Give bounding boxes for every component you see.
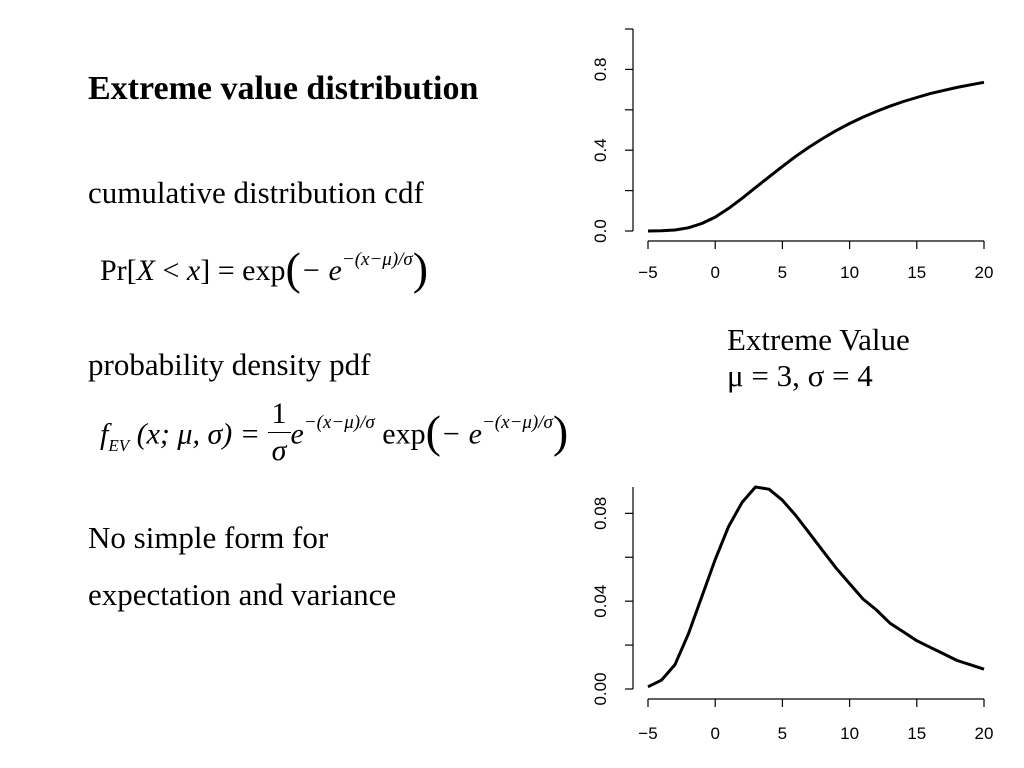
cdf-x-tick-label: 15 <box>907 263 926 282</box>
cdf-neg-e: − e <box>300 254 342 287</box>
cdf-pr: Pr[ <box>100 254 137 287</box>
cdf-label: cumulative distribution cdf <box>88 175 424 210</box>
cdf-formula: Pr[X < x] = exp(− e−(x−μ)/σ) <box>100 238 429 294</box>
pdf-x-tick-label: 5 <box>778 724 787 743</box>
cdf-var-X: X <box>136 254 155 287</box>
pdf-close-paren: ) <box>552 406 569 458</box>
pdf-label: probability density pdf <box>88 347 371 382</box>
legend-params: μ = 3, σ = 4 <box>727 358 873 393</box>
cdf-x-tick-label: 0 <box>710 263 719 282</box>
pdf-e: e <box>290 417 304 451</box>
pdf-subscript: EV <box>108 436 130 456</box>
pdf-exp: exp <box>382 417 426 451</box>
pdf-neg-e: − e <box>440 417 482 451</box>
cdf-var-x: x <box>186 254 201 287</box>
pdf-y-tick-label: 0.00 <box>591 672 610 705</box>
pdf-numerator: 1 <box>267 396 291 433</box>
pdf-formula: fEV (x; μ, σ) = 1 σ e−(x−μ)/σ exp(− e−(x−μ… <box>100 397 569 473</box>
cdf-y-tick-label: 0.0 <box>591 219 610 243</box>
pdf-x-tick-label: 10 <box>840 724 859 743</box>
cdf-open-paren: ( <box>285 243 301 294</box>
pdf-y-tick-label: 0.04 <box>591 585 610 618</box>
pdf-y-tick-label: 0.08 <box>591 497 610 530</box>
pdf-x-tick-label: 15 <box>907 724 926 743</box>
legend-title: Extreme Value <box>727 322 910 357</box>
pdf-curve <box>647 485 985 689</box>
cdf-y-tick-label: 0.8 <box>591 58 610 82</box>
cdf-x-tick-label: −5 <box>638 263 657 282</box>
cdf-exponent: −(x−μ)/σ <box>341 249 413 270</box>
cdf-x-tick-label: 20 <box>975 263 994 282</box>
cdf-lt: < <box>155 254 187 287</box>
cdf-x-tick-label: 10 <box>840 263 859 282</box>
pdf-x-tick-label: −5 <box>638 724 657 743</box>
pdf-x-tick-label: 0 <box>710 724 719 743</box>
pdf-f: f <box>100 417 109 451</box>
cdf-close-paren: ) <box>412 243 429 294</box>
cdf-exp: ] = exp <box>200 254 286 287</box>
cdf-x-tick-label: 5 <box>778 263 787 282</box>
chart-legend: Extreme Value μ = 3, σ = 4 <box>727 322 910 394</box>
pdf-args: (x; μ, σ) = <box>136 417 268 451</box>
pdf-exponent-1: −(x−μ)/σ <box>303 412 375 434</box>
note-line-1: No simple form for <box>88 520 329 555</box>
pdf-x-tick-label: 20 <box>975 724 994 743</box>
pdf-open-paren: ( <box>425 406 441 458</box>
pdf-denominator: σ <box>271 434 287 467</box>
slide-title: Extreme value distribution <box>88 70 479 107</box>
note-line-2: expectation and variance <box>88 577 397 612</box>
cdf-y-tick-label: 0.4 <box>591 138 610 162</box>
cdf-curve <box>647 80 985 233</box>
pdf-exponent-2: −(x−μ)/σ <box>481 412 553 434</box>
